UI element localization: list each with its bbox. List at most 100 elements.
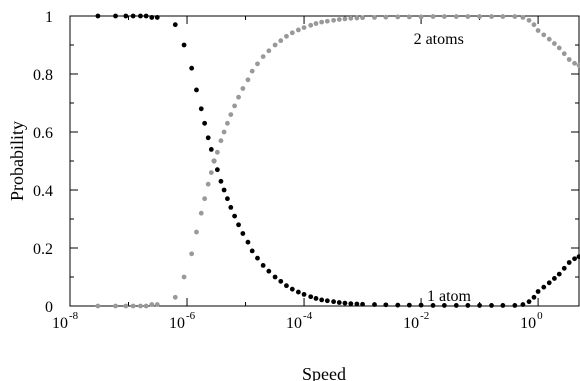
data-point <box>228 112 234 117</box>
data-point <box>465 303 471 308</box>
data-point <box>418 14 424 20</box>
data-point <box>520 15 526 20</box>
data-point <box>556 271 562 277</box>
data-point <box>245 239 251 245</box>
data-point <box>181 274 187 280</box>
data-point <box>418 302 424 308</box>
data-point <box>336 300 342 305</box>
data-point <box>278 38 284 44</box>
data-point <box>535 289 541 294</box>
x-tick-label: 10 <box>169 315 185 332</box>
data-point <box>172 22 178 28</box>
x-tick-label: 10 <box>403 315 419 332</box>
data-point <box>546 36 552 42</box>
data-point <box>477 303 482 308</box>
data-point <box>566 57 572 62</box>
data-point <box>228 205 234 210</box>
data-point <box>313 21 319 26</box>
data-point <box>561 265 567 271</box>
x-tick-exponent: -6 <box>186 310 196 322</box>
data-point <box>138 13 143 19</box>
data-point <box>221 129 227 135</box>
x-tick-exponent: 0 <box>537 310 543 322</box>
data-point <box>541 32 547 38</box>
y-axis-ticks: 0 0.2 0.4 0.6 0.8 1 <box>33 9 579 316</box>
y-tick-label: 1 <box>45 9 53 26</box>
data-point <box>198 210 204 216</box>
data-point <box>546 280 552 286</box>
data-point <box>395 302 401 308</box>
data-point <box>208 170 214 176</box>
data-point <box>266 268 272 274</box>
data-point <box>301 292 307 297</box>
data-point <box>360 15 365 21</box>
data-point <box>218 138 224 144</box>
x-tick-exponent: -2 <box>420 310 429 322</box>
data-point <box>336 17 342 22</box>
data-point <box>284 283 289 289</box>
data-point <box>572 60 577 66</box>
data-point <box>477 14 482 19</box>
data-point <box>395 14 401 20</box>
data-point <box>526 299 532 305</box>
series-1 <box>95 14 580 309</box>
y-tick-label: 0 <box>45 299 53 316</box>
y-axis-label: Probability <box>7 121 27 201</box>
y-tick-label: 0.2 <box>33 241 53 258</box>
data-point <box>205 135 211 141</box>
data-point <box>225 196 230 202</box>
data-point <box>348 15 354 21</box>
data-point <box>430 14 436 19</box>
data-point <box>202 196 208 202</box>
data-point <box>453 303 459 308</box>
data-point <box>535 28 541 33</box>
annotations: 2 atoms 1 atom <box>414 31 472 305</box>
data-point <box>441 303 447 308</box>
data-point <box>95 303 101 309</box>
data-point <box>430 303 436 308</box>
data-point <box>576 62 580 68</box>
data-point <box>214 149 220 155</box>
x-tick-exponent: -8 <box>69 310 79 322</box>
y-tick-label: 0.8 <box>33 67 53 84</box>
data-point <box>113 303 118 309</box>
data-point <box>149 15 155 20</box>
data-point <box>383 14 389 20</box>
data-point <box>572 256 577 262</box>
data-point <box>331 17 337 23</box>
data-point <box>406 302 412 308</box>
data-point <box>205 181 211 187</box>
data-point <box>331 299 337 305</box>
data-point <box>143 13 149 19</box>
data-point <box>289 286 295 292</box>
data-point <box>143 303 149 309</box>
data-point <box>552 41 557 46</box>
data-point <box>342 16 348 22</box>
data-point <box>383 302 389 308</box>
data-point <box>249 248 255 254</box>
data-point <box>260 54 266 59</box>
data-point <box>512 14 518 19</box>
data-point <box>189 251 195 257</box>
data-point <box>272 42 278 48</box>
data-point <box>95 13 101 19</box>
data-point <box>236 94 241 100</box>
data-point <box>218 178 224 184</box>
data-point <box>172 294 178 300</box>
y-tick-label: 0.4 <box>33 183 53 200</box>
annotation-label: 1 atom <box>427 288 472 305</box>
data-point <box>154 15 160 20</box>
data-point <box>130 13 136 19</box>
data-point <box>489 14 494 19</box>
data-point <box>324 298 330 304</box>
data-point <box>313 296 319 301</box>
data-point <box>520 302 526 307</box>
data-point <box>301 25 307 30</box>
data-point <box>512 303 518 308</box>
data-point <box>308 294 314 300</box>
data-point <box>354 15 360 21</box>
data-point <box>552 276 557 281</box>
data-point <box>240 231 246 236</box>
data-point <box>295 27 301 33</box>
data-point <box>189 65 195 71</box>
